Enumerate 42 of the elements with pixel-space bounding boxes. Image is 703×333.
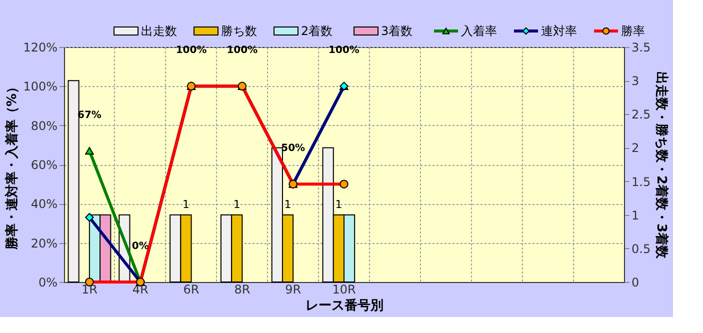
x-tick-label: 8R: [234, 282, 250, 296]
x-tick-label: 10R: [332, 282, 356, 296]
y-tick-label: 100%: [23, 80, 58, 94]
y-tick-label: 80%: [30, 118, 58, 133]
x-axis-title: レース番号別: [306, 298, 384, 314]
point: [340, 180, 348, 188]
y2-tick-label: 3.5: [632, 40, 651, 54]
y2-axis-title: 出走数・勝ち数・2着数・3着数: [654, 71, 670, 260]
legend-label: 勝率: [621, 24, 645, 38]
point: [85, 146, 94, 155]
y2-tick-label: 2.5: [632, 108, 651, 122]
data-label: 1: [182, 198, 190, 211]
y-tick-label: 60%: [30, 158, 58, 172]
data-label: 1: [233, 198, 240, 211]
legend-label: 出走数: [141, 24, 177, 38]
data-label: 50%: [281, 143, 306, 154]
y2-tick-label: 1: [632, 208, 640, 222]
data-label: 1: [284, 198, 292, 211]
data-label: 100%: [328, 45, 360, 56]
legend-label: 2着数: [301, 24, 333, 38]
y-tick-label: 120%: [23, 40, 58, 54]
legend-label: 3着数: [381, 24, 413, 38]
data-label: 100%: [176, 45, 207, 56]
y2-tick-label: 3: [632, 74, 640, 88]
y2-tick-label: 0: [632, 276, 640, 290]
y-tick-label: 40%: [30, 197, 58, 212]
x-tick-label: 1R: [81, 282, 98, 296]
x-tick-label: 9R: [285, 282, 302, 296]
y2-tick-label: 1.5: [632, 174, 651, 189]
bar: [68, 80, 80, 282]
data-label: 100%: [226, 45, 258, 56]
legend-label: 連対率: [541, 24, 577, 38]
point: [85, 213, 94, 222]
x-tick-label: 6R: [183, 282, 200, 296]
y2-tick-label: 2: [632, 141, 640, 156]
y2-tick-label: 0.5: [632, 242, 651, 256]
legend-label: 入着率: [461, 24, 497, 38]
y-tick-label: 20%: [30, 236, 58, 250]
y-axis-title: 勝率・連対率・入着率（%）: [4, 80, 20, 251]
data-label: 1: [335, 198, 342, 211]
legend-label: 勝ち数: [221, 24, 257, 38]
y-tick-label: 0%: [38, 276, 58, 290]
